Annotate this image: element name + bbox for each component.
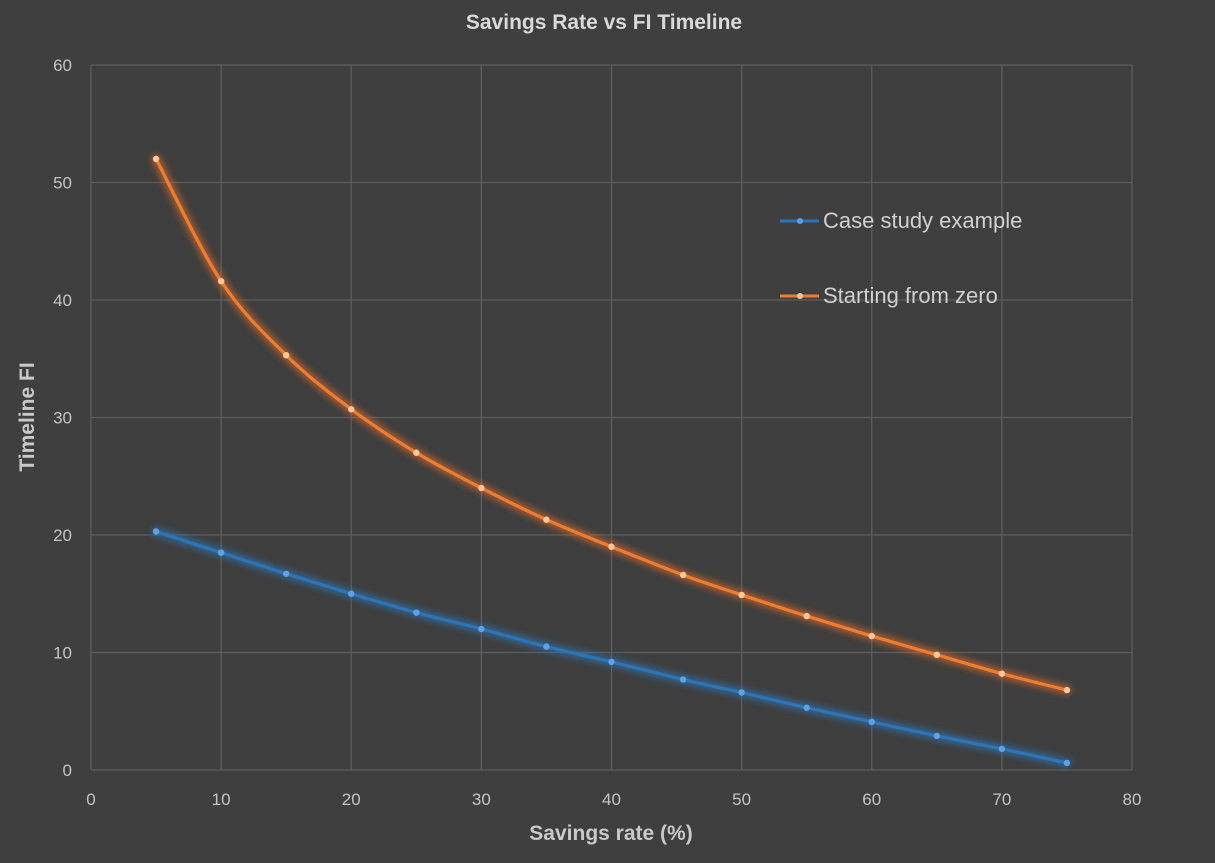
y-tick-label: 10 bbox=[53, 644, 72, 663]
data-point-case-study-example[interactable] bbox=[152, 528, 160, 535]
data-point-starting-from-zero[interactable] bbox=[998, 670, 1006, 677]
data-point-case-study-example[interactable] bbox=[608, 658, 615, 666]
series-layer bbox=[151, 154, 1072, 768]
data-point-case-study-example[interactable] bbox=[348, 590, 355, 597]
data-point-case-study-example[interactable] bbox=[933, 732, 941, 740]
legend-label-starting-from-zero: Starting from zero bbox=[823, 283, 998, 308]
data-point-starting-from-zero[interactable] bbox=[679, 571, 687, 579]
data-point-case-study-example[interactable] bbox=[679, 676, 687, 683]
x-tick-label: 80 bbox=[1123, 790, 1142, 809]
legend-item-starting-from-zero[interactable]: Starting from zero bbox=[780, 283, 998, 308]
data-point-starting-from-zero[interactable] bbox=[152, 155, 160, 163]
data-point-case-study-example[interactable] bbox=[1063, 759, 1071, 767]
data-point-case-study-example[interactable] bbox=[803, 704, 810, 711]
legend-marker-case-study bbox=[797, 218, 803, 224]
x-tick-label: 50 bbox=[732, 790, 751, 809]
data-point-starting-from-zero[interactable] bbox=[738, 591, 745, 599]
data-point-starting-from-zero[interactable] bbox=[282, 352, 290, 359]
x-tick-label: 40 bbox=[602, 790, 621, 809]
y-tick-label: 40 bbox=[53, 291, 72, 310]
data-point-starting-from-zero[interactable] bbox=[1063, 686, 1071, 694]
x-tick-label: 0 bbox=[86, 790, 95, 809]
data-point-starting-from-zero[interactable] bbox=[543, 516, 550, 523]
data-point-case-study-example[interactable] bbox=[868, 718, 875, 726]
series-starting-from-zero bbox=[151, 154, 1072, 695]
data-point-case-study-example[interactable] bbox=[282, 570, 290, 577]
data-point-starting-from-zero[interactable] bbox=[608, 543, 615, 550]
data-point-starting-from-zero[interactable] bbox=[348, 406, 355, 413]
chart-title: Savings Rate vs FI Timeline bbox=[466, 11, 742, 34]
x-tick-label: 30 bbox=[472, 790, 491, 809]
legend-marker-starting-from-zero bbox=[797, 293, 803, 299]
x-tick-label: 70 bbox=[992, 790, 1011, 809]
y-tick-label: 0 bbox=[63, 761, 72, 780]
data-point-starting-from-zero[interactable] bbox=[803, 612, 810, 620]
legend: Case study example Starting from zero bbox=[780, 208, 1022, 308]
x-tick-label: 10 bbox=[212, 790, 231, 809]
x-tick-label: 20 bbox=[342, 790, 361, 809]
tick-labels: 0 10 20 30 40 50 60 70 80 0 10 20 30 40 50 60 bbox=[53, 56, 1141, 809]
data-point-case-study-example[interactable] bbox=[217, 549, 225, 556]
data-point-starting-from-zero[interactable] bbox=[413, 449, 420, 456]
legend-label-case-study: Case study example bbox=[823, 208, 1022, 233]
data-point-case-study-example[interactable] bbox=[413, 609, 420, 616]
data-point-case-study-example[interactable] bbox=[998, 745, 1006, 753]
x-axis-title: Savings rate (%) bbox=[529, 822, 692, 845]
data-point-starting-from-zero[interactable] bbox=[217, 278, 225, 285]
data-point-starting-from-zero[interactable] bbox=[478, 484, 485, 492]
data-point-case-study-example[interactable] bbox=[478, 625, 485, 633]
y-tick-label: 30 bbox=[53, 409, 72, 428]
y-tick-label: 50 bbox=[53, 174, 72, 193]
series-case-study-example bbox=[151, 526, 1072, 768]
data-point-starting-from-zero[interactable] bbox=[868, 632, 875, 640]
data-point-starting-from-zero[interactable] bbox=[933, 651, 941, 659]
gridlines bbox=[90, 64, 1133, 771]
y-axis-title: Timeline FI bbox=[16, 362, 39, 471]
data-point-case-study-example[interactable] bbox=[738, 689, 745, 696]
y-tick-label: 60 bbox=[53, 56, 72, 75]
data-point-case-study-example[interactable] bbox=[543, 643, 550, 650]
x-tick-label: 60 bbox=[862, 790, 881, 809]
y-tick-label: 20 bbox=[53, 526, 72, 545]
legend-item-case-study[interactable]: Case study example bbox=[780, 208, 1022, 233]
